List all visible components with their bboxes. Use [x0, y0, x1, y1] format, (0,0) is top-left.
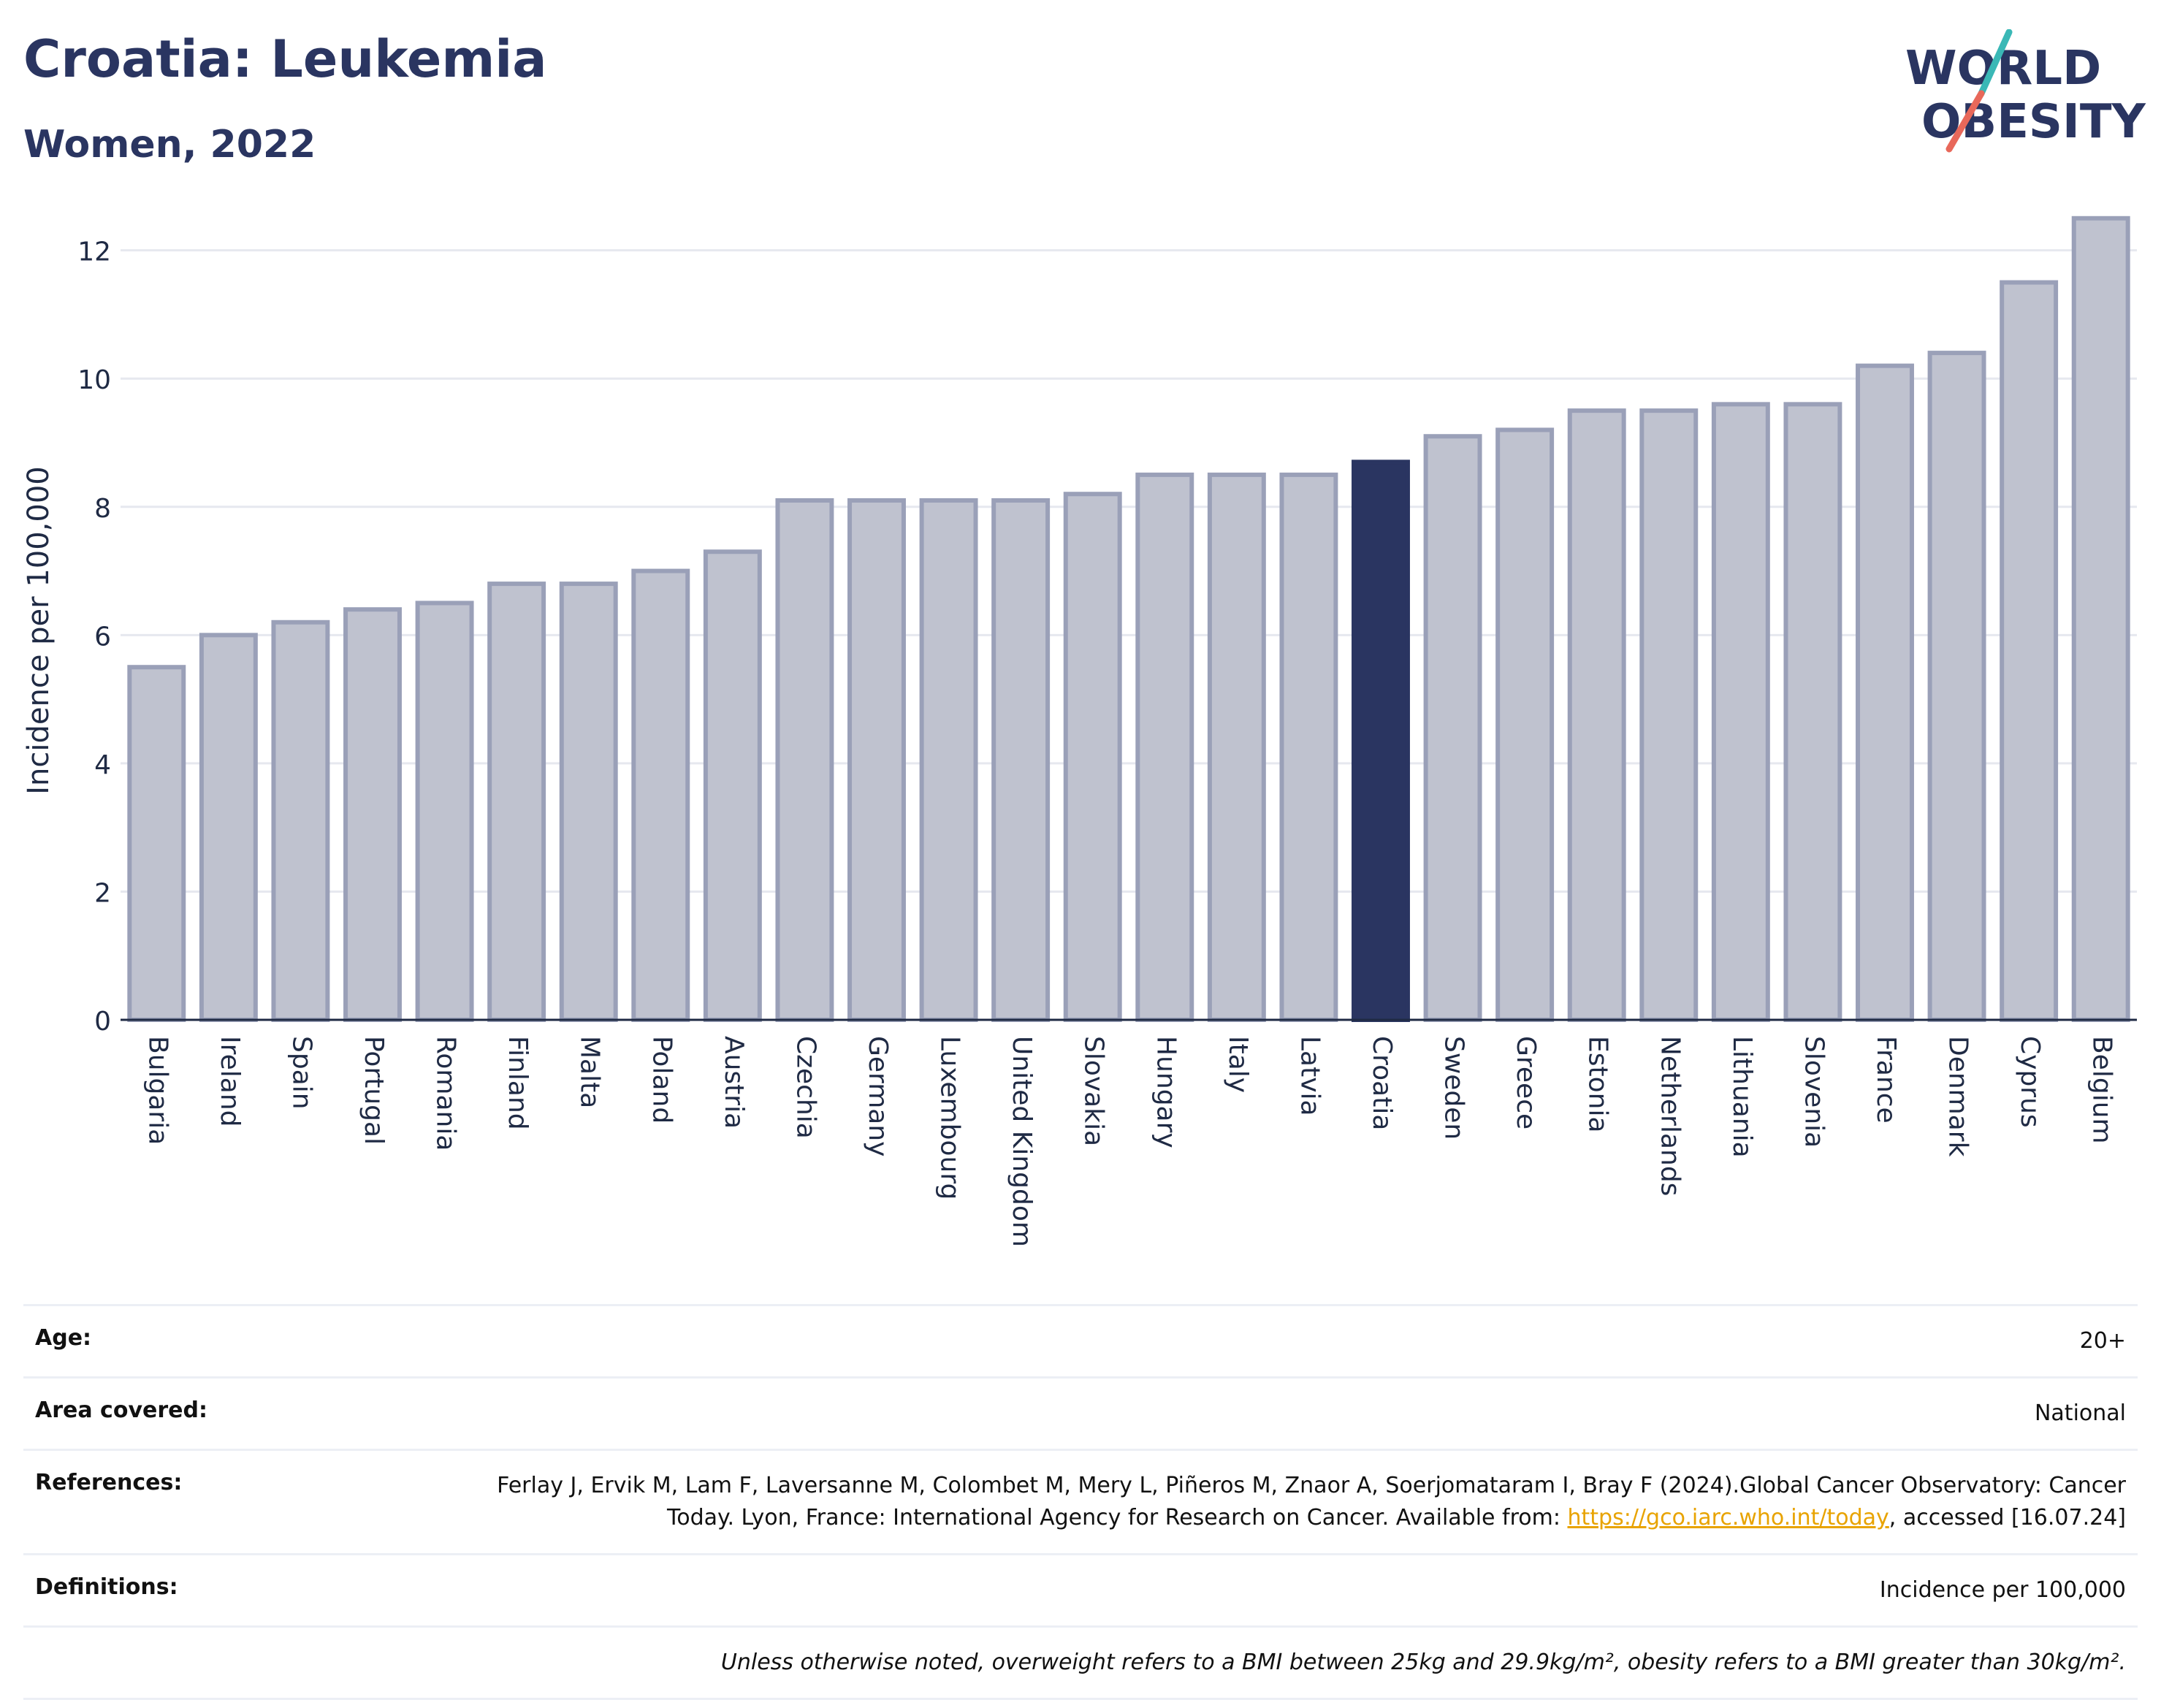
- x-tick-label: Czechia: [790, 1036, 820, 1139]
- page-subtitle: Women, 2022: [23, 123, 316, 167]
- references-label: References:: [23, 1449, 485, 1555]
- x-tick-label: Ireland: [215, 1036, 245, 1127]
- bar: [1783, 402, 1842, 1023]
- area-label: Area covered:: [23, 1376, 485, 1450]
- world-obesity-logo: WORLD OBESITY: [1905, 29, 2146, 153]
- bar: [1063, 492, 1122, 1022]
- x-axis-ticks: Bulgaria Ireland Spain Portugal Romania Finla…: [142, 1036, 2116, 1247]
- x-tick-label: Denmark: [1943, 1036, 1973, 1157]
- bar: [919, 498, 978, 1022]
- bar: [1927, 351, 1986, 1023]
- x-tick-label: France: [1871, 1036, 1901, 1124]
- x-tick-label: Bulgaria: [142, 1036, 172, 1145]
- bar: [1279, 472, 1338, 1022]
- info-row-references: References: Ferlay J, Ervik M, Lam F, La…: [23, 1449, 2138, 1555]
- y-tick-label: 12: [77, 237, 111, 267]
- references-text-1: Ferlay J, Ervik M, Lam F, Laversanne M, …: [497, 1473, 2126, 1530]
- y-tick-label: 10: [77, 365, 111, 395]
- bar-highlight: [1352, 460, 1410, 1023]
- x-tick-label: Portugal: [359, 1036, 389, 1145]
- bars: [127, 216, 2130, 1023]
- age-label: Age:: [23, 1304, 485, 1378]
- bar: [2071, 216, 2130, 1022]
- bar: [1135, 472, 1194, 1022]
- bar: [1639, 408, 1699, 1023]
- x-tick-label: Estonia: [1583, 1036, 1613, 1133]
- bar: [1495, 427, 1555, 1022]
- age-value: 20+: [485, 1304, 2138, 1378]
- x-tick-label: Slovenia: [1799, 1036, 1829, 1148]
- x-tick-label: Romania: [431, 1036, 461, 1151]
- bar: [1856, 363, 1914, 1022]
- info-row-age: Age: 20+: [23, 1304, 2138, 1378]
- info-row-note: Unless otherwise noted, overweight refer…: [23, 1625, 2138, 1700]
- bar: [775, 498, 834, 1022]
- x-tick-label: Sweden: [1439, 1036, 1469, 1140]
- bar: [1207, 472, 1266, 1022]
- y-tick-label: 2: [94, 878, 111, 908]
- logo-slash-bottom: [1945, 90, 1985, 153]
- x-tick-label: Luxembourg: [935, 1036, 965, 1200]
- bar: [343, 607, 402, 1022]
- bar: [199, 633, 258, 1022]
- x-tick-label: Slovakia: [1079, 1036, 1109, 1146]
- x-tick-label: Latvia: [1295, 1036, 1325, 1116]
- bar: [1711, 402, 1770, 1023]
- x-tick-label: Netherlands: [1655, 1036, 1685, 1196]
- info-row-definitions: Definitions: Incidence per 100,000: [23, 1553, 2138, 1627]
- x-tick-label: Malta: [575, 1036, 605, 1108]
- references-value: Ferlay J, Ervik M, Lam F, Laversanne M, …: [485, 1449, 2138, 1555]
- bar: [1567, 408, 1626, 1023]
- definitions-label: Definitions:: [23, 1553, 485, 1627]
- x-tick-label: Belgium: [2087, 1036, 2117, 1144]
- definitions-value: Incidence per 100,000: [485, 1553, 2138, 1627]
- info-row-area: Area covered: National: [23, 1376, 2138, 1450]
- x-tick-label: United Kingdom: [1007, 1036, 1037, 1247]
- bar: [271, 619, 330, 1022]
- note-text: Unless otherwise noted, overweight refer…: [23, 1625, 2138, 1700]
- x-tick-label: Austria: [719, 1036, 749, 1129]
- logo-slash-top: [1978, 29, 2013, 97]
- y-tick-label: 8: [94, 494, 111, 524]
- bar: [991, 498, 1051, 1022]
- x-tick-label: Spain: [286, 1036, 316, 1110]
- y-axis-ticks: 0 2 4 6 8 10 12: [77, 237, 111, 1037]
- x-tick-label: Finland: [503, 1036, 533, 1130]
- x-tick-label: Lithuania: [1727, 1036, 1757, 1158]
- y-tick-label: 0: [94, 1007, 111, 1037]
- bar: [847, 498, 906, 1022]
- logo-line2: OBESITY: [1921, 95, 2146, 149]
- info-table: Age: 20+ Area covered: National Referenc…: [23, 1304, 2138, 1700]
- y-axis-label: Incidence per 100,000: [22, 466, 56, 795]
- bar: [1423, 434, 1482, 1022]
- references-link[interactable]: https://gco.iarc.who.int/today: [1567, 1505, 1889, 1530]
- bar: [631, 568, 690, 1022]
- y-tick-label: 6: [94, 622, 111, 652]
- bar: [703, 549, 762, 1022]
- x-tick-label: Hungary: [1151, 1036, 1181, 1148]
- bar: [127, 665, 186, 1022]
- x-tick-label: Poland: [647, 1036, 676, 1124]
- bar: [415, 601, 474, 1022]
- bar-chart: 0 2 4 6 8 10 12 Bulgaria Ireland Spain Portugal Ro…: [22, 216, 2137, 1247]
- x-tick-label: Cyprus: [2015, 1036, 2045, 1128]
- bar: [2000, 280, 2059, 1023]
- y-tick-label: 4: [94, 750, 111, 780]
- references-text-2: , accessed [16.07.24]: [1889, 1505, 2126, 1530]
- x-tick-label: Germany: [863, 1036, 893, 1156]
- bar: [559, 582, 618, 1022]
- x-tick-label: Italy: [1223, 1036, 1253, 1093]
- page-title: Croatia: Leukemia: [23, 29, 547, 89]
- x-tick-label: Croatia: [1367, 1036, 1397, 1130]
- area-value: National: [485, 1376, 2138, 1450]
- bar: [487, 582, 546, 1022]
- x-tick-label: Greece: [1511, 1036, 1541, 1129]
